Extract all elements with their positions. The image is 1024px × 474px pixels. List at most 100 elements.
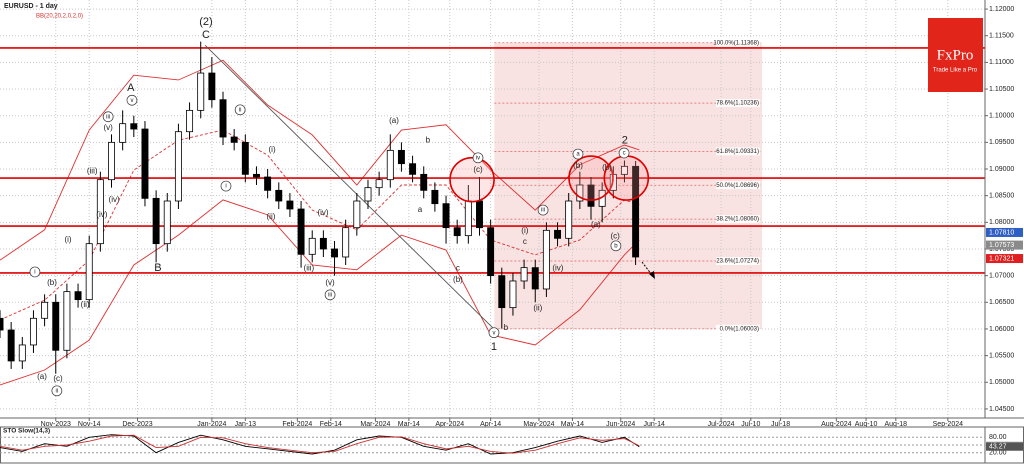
- candle-body: [108, 141, 115, 181]
- logo-subtitle: Trade Like a Pro: [933, 68, 978, 74]
- x-tick-label: Sep-2024: [933, 421, 963, 428]
- y-tick-label: 1.06000: [989, 326, 1014, 333]
- candle-body: [442, 203, 450, 229]
- wave-label: (a): [591, 220, 601, 229]
- wave-label: b: [614, 243, 618, 249]
- y-tick-label: 1.11000: [989, 59, 1014, 66]
- wave-label: (iv): [96, 210, 107, 219]
- price-marker-label: 43.27: [989, 444, 1007, 451]
- wave-circle: [234, 104, 246, 116]
- candle-body: [565, 200, 573, 239]
- y-tick-label: 20.00: [989, 450, 1007, 457]
- wave-label: (iv): [317, 208, 328, 217]
- wave-label: ii: [239, 107, 242, 113]
- wave-label: ii: [56, 388, 59, 394]
- candle-body: [74, 291, 82, 301]
- candle-body: [331, 248, 338, 258]
- candle-body: [520, 267, 528, 282]
- candle-body: [342, 227, 350, 258]
- arrow-head: [649, 271, 655, 279]
- candle-body: [431, 189, 439, 205]
- x-tick-label: Apr-2024: [435, 421, 464, 428]
- price-marker: [986, 442, 1023, 451]
- fib-label-bg: [715, 147, 760, 156]
- wave-label: (a): [389, 116, 399, 125]
- candle-body: [297, 208, 305, 255]
- candle-body: [186, 109, 194, 133]
- wave-label: (2): [199, 16, 212, 28]
- candle-body: [7, 329, 15, 362]
- wave-label: A: [127, 82, 135, 94]
- candle-body: [487, 227, 495, 277]
- candle-body: [542, 229, 550, 290]
- price-marker-label: 1.07321: [989, 255, 1014, 262]
- wave-label: i: [225, 184, 226, 190]
- pane-title: STO Slow(14,3): [3, 428, 50, 435]
- candle-body: [464, 200, 472, 237]
- fib-label: 61.8%(1.09331): [716, 149, 759, 155]
- candle-body: [197, 72, 205, 111]
- price-marker-label: 1.07573: [989, 242, 1014, 249]
- x-tick-label: Feb-14: [320, 421, 342, 428]
- y-tick-label: 1.11500: [989, 33, 1014, 40]
- trendline: [204, 44, 496, 331]
- candle-body: [174, 131, 182, 202]
- wave-circle: [126, 94, 138, 106]
- candle-body: [420, 173, 428, 191]
- wave-circle: [220, 180, 232, 192]
- wave-label: (v): [325, 278, 335, 287]
- chart-subtitle: BB(20,20,2,0,2,0): [36, 14, 83, 20]
- candle-body: [96, 179, 104, 245]
- price-marker-label: 1.07810: [989, 229, 1014, 236]
- candle-body: [230, 136, 238, 143]
- wave-label: (i): [521, 226, 528, 235]
- candle-body: [632, 165, 640, 258]
- candle-body: [453, 227, 461, 237]
- candle-body: [63, 291, 71, 351]
- y-tick-label: 1.10000: [989, 113, 1014, 120]
- wave-circle: [537, 204, 549, 216]
- candle-body: [253, 173, 260, 178]
- price-marker: [986, 254, 1023, 264]
- x-tick-label: Nov-14: [78, 421, 101, 428]
- candle-body: [18, 344, 26, 362]
- x-tick-label: Jun-2024: [606, 421, 635, 428]
- y-tick-label: 80.00: [989, 434, 1007, 441]
- wave-label: (c): [610, 231, 620, 240]
- candle-body: [509, 280, 517, 309]
- x-tick-label: Aug-2024: [821, 421, 851, 428]
- candle-body: [163, 200, 171, 245]
- x-tick-label: Jul-18: [771, 421, 790, 428]
- wave-label: (b): [602, 163, 612, 172]
- wave-circle: [572, 148, 584, 160]
- candle-body: [41, 301, 49, 319]
- wave-label: (a): [37, 372, 47, 381]
- fib-label-bg: [715, 215, 760, 224]
- x-tick-label: Nov-2023: [41, 421, 71, 428]
- candle-body: [308, 237, 316, 255]
- x-tick-label: Aug-10: [855, 421, 878, 428]
- wave-label: c: [523, 237, 527, 246]
- wave-circle: [610, 240, 622, 252]
- wave-label: b: [426, 135, 431, 144]
- wave-label: c: [456, 263, 460, 272]
- y-tick-label: 1.04500: [989, 406, 1014, 413]
- candle-body: [52, 301, 60, 351]
- candle-body: [409, 163, 417, 175]
- x-tick-label: Jan-13: [235, 421, 257, 428]
- wave-label: iii: [541, 208, 545, 214]
- wave-label: (ii): [533, 303, 542, 312]
- x-tick-label: Aug-18: [885, 421, 908, 428]
- candle-body: [397, 149, 405, 165]
- candle-body: [241, 141, 249, 175]
- x-tick-label: May-2024: [523, 421, 554, 428]
- y-tick-label: 1.09500: [989, 139, 1014, 146]
- wave-label: (iii): [87, 166, 98, 175]
- y-tick-label: 1.05000: [989, 379, 1014, 386]
- wave-label: (b): [453, 275, 463, 284]
- x-tick-label: Apr-14: [480, 421, 501, 428]
- fib-label: 38.2%(1.08060): [716, 217, 759, 223]
- wave-circle: [51, 385, 63, 397]
